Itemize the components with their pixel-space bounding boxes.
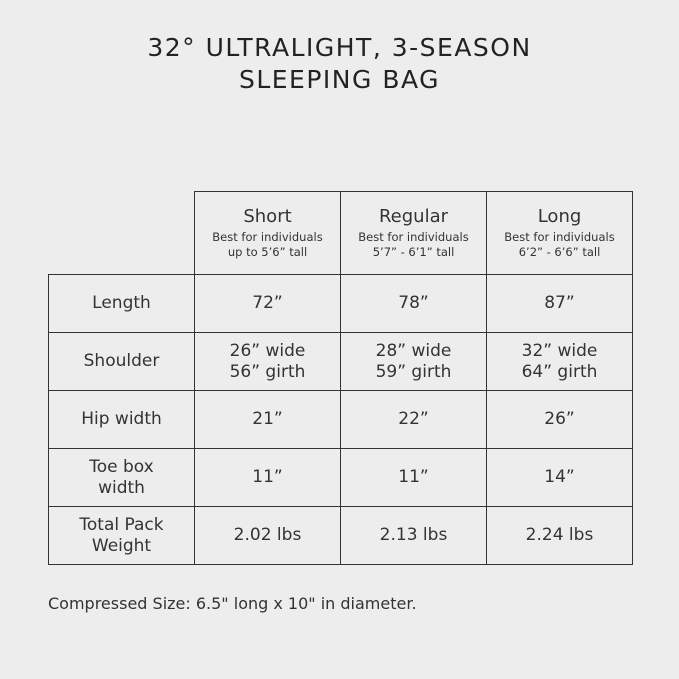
value-line: 72” <box>252 293 283 313</box>
title-line-1: 32° ULTRALIGHT, 3-SEASON <box>147 33 532 62</box>
compressed-size-note: Compressed Size: 6.5" long x 10" in diam… <box>48 594 417 613</box>
value-cell: 14” <box>486 448 633 507</box>
row-label-line: Length <box>92 293 151 313</box>
header-row: Short Best for individuals up to 5’6” tall… <box>48 191 633 275</box>
value-cell: 32” wide 64” girth <box>486 332 633 391</box>
value-cell: 26” <box>486 390 633 449</box>
title-line-2: SLEEPING BAG <box>238 65 441 94</box>
column-header-long: Long Best for individuals 6’2” - 6’6” tall <box>486 191 633 275</box>
value-line: 2.02 lbs <box>233 525 302 545</box>
value-line: 26” <box>544 409 575 429</box>
column-desc: 5’7” - 6’1” tall <box>372 245 455 259</box>
value-cell: 72” <box>194 274 341 333</box>
value-cell: 2.02 lbs <box>194 506 341 565</box>
value-cell: 11” <box>194 448 341 507</box>
table-row: Length 72” 78” 87” <box>48 274 633 333</box>
value-line: 22” <box>398 409 429 429</box>
value-cell: 11” <box>340 448 487 507</box>
column-name: Short <box>243 206 292 227</box>
table-row: Shoulder 26” wide 56” girth 28” wide 59” gir… <box>48 332 633 391</box>
blank-cell <box>48 191 195 275</box>
value-line: 59” girth <box>375 361 452 382</box>
table-row: Toe box width 11” 11” 14” <box>48 448 633 507</box>
row-label-line: Hip width <box>81 409 162 429</box>
column-name: Long <box>537 206 582 227</box>
row-label-line: Shoulder <box>83 351 160 371</box>
size-chart-table: Short Best for individuals up to 5’6” tall… <box>48 191 633 565</box>
column-desc: Best for individuals <box>504 230 615 244</box>
value-line: 2.24 lbs <box>525 525 594 545</box>
value-cell: 28” wide 59” girth <box>340 332 487 391</box>
row-label: Toe box width <box>48 448 195 507</box>
value-line: 32” wide <box>521 340 598 361</box>
value-cell: 2.24 lbs <box>486 506 633 565</box>
value-line: 21” <box>252 409 283 429</box>
value-line: 64” girth <box>521 361 598 382</box>
value-line: 11” <box>398 467 429 487</box>
column-header-regular: Regular Best for individuals 5’7” - 6’1” t… <box>340 191 487 275</box>
column-desc: up to 5’6” tall <box>227 245 308 259</box>
column-name: Regular <box>378 206 449 227</box>
row-label: Length <box>48 274 195 333</box>
column-desc: Best for individuals <box>358 230 469 244</box>
value-line: 14” <box>544 467 575 487</box>
value-line: 26” wide <box>229 340 306 361</box>
value-cell: 2.13 lbs <box>340 506 487 565</box>
row-label: Total Pack Weight <box>48 506 195 565</box>
value-cell: 22” <box>340 390 487 449</box>
column-desc: 6’2” - 6’6” tall <box>518 245 601 259</box>
value-cell: 21” <box>194 390 341 449</box>
value-line: 28” wide <box>375 340 452 361</box>
page-title: 32° ULTRALIGHT, 3-SEASON SLEEPING BAG <box>0 32 679 96</box>
value-line: 87” <box>544 293 575 313</box>
column-desc: Best for individuals <box>212 230 323 244</box>
value-cell: 78” <box>340 274 487 333</box>
value-line: 56” girth <box>229 361 306 382</box>
value-cell: 87” <box>486 274 633 333</box>
row-label-line: Total Pack <box>79 514 164 535</box>
value-line: 11” <box>252 467 283 487</box>
row-label: Shoulder <box>48 332 195 391</box>
value-cell: 26” wide 56” girth <box>194 332 341 391</box>
value-line: 2.13 lbs <box>379 525 448 545</box>
table-row: Hip width 21” 22” 26” <box>48 390 633 449</box>
row-label: Hip width <box>48 390 195 449</box>
column-header-short: Short Best for individuals up to 5’6” tall <box>194 191 341 275</box>
row-label-line: width <box>98 477 145 498</box>
table-row: Total Pack Weight 2.02 lbs 2.13 lbs 2.24 lbs <box>48 506 633 565</box>
row-label-line: Toe box <box>89 456 154 477</box>
row-label-line: Weight <box>91 535 152 556</box>
value-line: 78” <box>398 293 429 313</box>
